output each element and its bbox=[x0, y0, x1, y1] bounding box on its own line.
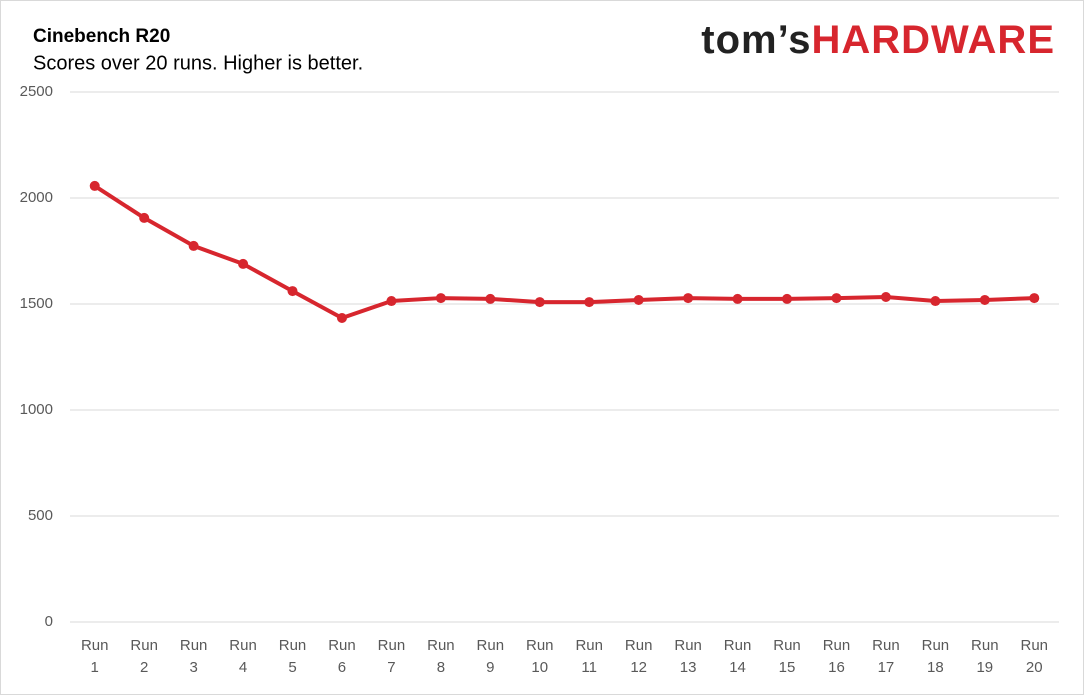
x-tick-label: Run 8 bbox=[427, 637, 455, 676]
x-tick-label: Run 1 bbox=[80, 637, 109, 676]
data-point bbox=[238, 258, 249, 269]
y-tick-label: 1000 bbox=[20, 401, 53, 418]
x-tick-label: Run 13 bbox=[674, 637, 702, 676]
data-point bbox=[336, 312, 347, 323]
data-point bbox=[782, 293, 793, 304]
x-tick-label: Run 4 bbox=[229, 637, 257, 676]
data-point bbox=[89, 180, 100, 191]
logo-prefix: tom’s bbox=[701, 18, 811, 62]
data-point bbox=[534, 297, 545, 308]
data-point bbox=[584, 297, 595, 308]
data-point bbox=[435, 293, 446, 304]
data-point bbox=[287, 286, 298, 297]
y-tick-label: 2500 bbox=[20, 83, 53, 100]
x-tick-label: Run 19 bbox=[971, 637, 999, 676]
x-tick-label: Run 12 bbox=[624, 637, 653, 676]
y-tick-label: 1500 bbox=[20, 295, 53, 312]
data-point bbox=[831, 293, 842, 304]
x-tick-label: Run 10 bbox=[526, 637, 554, 676]
logo-brand: HARDWARE bbox=[811, 18, 1055, 62]
line-series bbox=[93, 184, 1035, 320]
y-tick-label: 500 bbox=[28, 507, 53, 524]
x-tick-label: Run 3 bbox=[179, 637, 208, 676]
data-point bbox=[683, 293, 694, 304]
x-tick-label: Run 20 bbox=[1020, 637, 1049, 676]
x-tick-label: Run 9 bbox=[476, 637, 505, 676]
data-point bbox=[1029, 293, 1040, 304]
chart-title: Cinebench R20 bbox=[33, 26, 170, 47]
x-tick-label: Run 16 bbox=[822, 637, 851, 676]
x-tick-label: Run 14 bbox=[723, 637, 752, 676]
x-tick-label: Run 5 bbox=[278, 637, 307, 676]
data-point bbox=[979, 294, 990, 305]
logo: tom’sHARDWARE bbox=[701, 18, 1055, 62]
data-point bbox=[386, 296, 397, 307]
y-tick-label: 2000 bbox=[20, 189, 53, 206]
data-point bbox=[880, 292, 891, 303]
x-tick-label: Run 17 bbox=[872, 637, 900, 676]
x-tick-label: Run 7 bbox=[377, 637, 406, 676]
data-point bbox=[139, 212, 150, 223]
x-tick-label: Run 15 bbox=[773, 637, 801, 676]
x-tick-label: Run 6 bbox=[328, 637, 356, 676]
x-tick-label: Run 18 bbox=[921, 637, 950, 676]
x-tick-label: Run 2 bbox=[130, 637, 158, 676]
data-point bbox=[633, 294, 644, 305]
data-point bbox=[930, 296, 941, 307]
data-point bbox=[732, 293, 743, 304]
chart-subtitle: Scores over 20 runs. Higher is better. bbox=[33, 52, 363, 74]
y-tick-label: 0 bbox=[45, 613, 53, 630]
x-tick-label: Run 11 bbox=[575, 637, 603, 676]
data-point bbox=[485, 293, 496, 304]
data-point bbox=[188, 240, 199, 251]
